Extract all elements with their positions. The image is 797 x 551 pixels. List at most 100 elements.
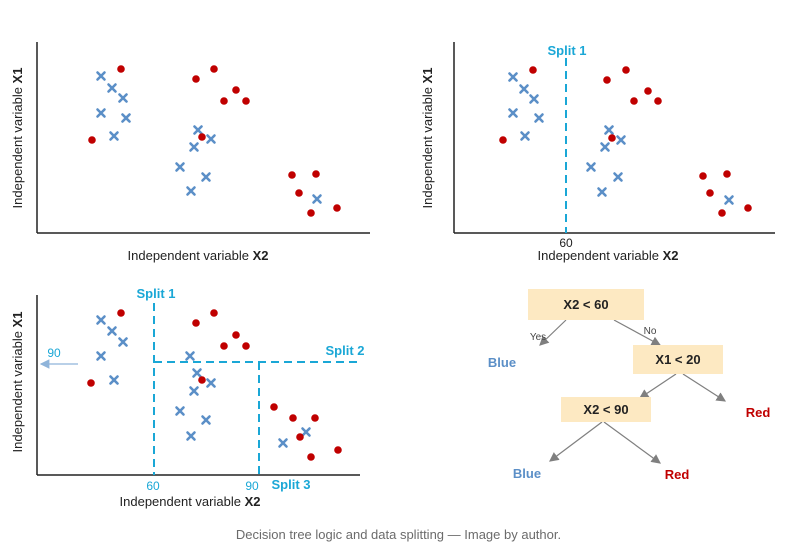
panel-2-y-label: Independent variable X1 (420, 68, 435, 209)
red-dot-point (242, 97, 250, 105)
panel-2-scatter: Independent variable X1 Independent vari… (420, 42, 775, 263)
decision-tree: X2 < 60 Yes No Blue X1 < 20 Red X2 < 90 … (488, 289, 770, 482)
panel-3-split-1-label: Split 1 (136, 286, 175, 301)
panel-2-x-label: Independent variable X2 (538, 248, 679, 263)
tree-node-root-label: X2 < 60 (563, 297, 608, 312)
red-dot-point (699, 172, 707, 180)
red-dot-point (311, 414, 319, 422)
tree-edge-x1-node3 (639, 373, 677, 399)
tree-edge-root-yes (539, 319, 567, 346)
red-dot-point (603, 76, 611, 84)
blue-cross-point (508, 72, 518, 82)
blue-cross-point (175, 162, 185, 172)
red-dot-point (608, 134, 616, 142)
red-dot-point (718, 209, 726, 217)
tree-leaf-blue-1: Blue (488, 355, 516, 370)
red-dot-point (210, 309, 218, 317)
blue-cross-point (534, 113, 544, 123)
panel-2-blue-points (508, 72, 734, 205)
tree-edge-node3-blue (549, 421, 603, 462)
blue-cross-point (613, 172, 623, 182)
tree-node-root (528, 289, 644, 320)
red-dot-point (499, 136, 507, 144)
red-dot-point (220, 97, 228, 105)
red-dot-point (88, 136, 96, 144)
blue-cross-point (312, 194, 322, 204)
blue-cross-point (121, 113, 131, 123)
blue-cross-point (186, 186, 196, 196)
red-dot-point (198, 376, 206, 384)
blue-cross-point (109, 375, 119, 385)
red-dot-point (242, 342, 250, 350)
red-dot-point (117, 309, 125, 317)
red-dot-point (307, 209, 315, 217)
tree-edge-root-no (613, 319, 662, 346)
blue-cross-point (118, 337, 128, 347)
blue-cross-point (597, 187, 607, 197)
panel-3-x-label: Independent variable X2 (120, 494, 261, 509)
blue-cross-point (301, 427, 311, 437)
red-dot-point (630, 97, 638, 105)
red-dot-point (654, 97, 662, 105)
blue-cross-point (189, 142, 199, 152)
panel-1-y-label: Independent variable X1 (10, 68, 25, 209)
blue-cross-point (189, 386, 199, 396)
red-dot-point (706, 189, 714, 197)
red-dot-point (232, 86, 240, 94)
blue-cross-point (96, 108, 106, 118)
blue-cross-point (586, 162, 596, 172)
blue-cross-point (96, 315, 106, 325)
panel-3-tick-90-x: 90 (245, 479, 259, 493)
blue-cross-point (192, 368, 202, 378)
red-dot-point (232, 331, 240, 339)
red-dot-point (87, 379, 95, 387)
panel-3-tick-90-y: 90 (47, 346, 61, 360)
blue-cross-point (201, 415, 211, 425)
red-dot-point (270, 403, 278, 411)
red-dot-point (220, 342, 228, 350)
tree-node-x2-90 (561, 397, 651, 422)
red-dot-point (198, 133, 206, 141)
blue-cross-point (107, 326, 117, 336)
blue-cross-point (96, 71, 106, 81)
panel-2-split-1-label: Split 1 (547, 43, 586, 58)
red-dot-point (295, 189, 303, 197)
blue-cross-point (206, 134, 216, 144)
red-dot-point (644, 87, 652, 95)
blue-cross-point (201, 172, 211, 182)
red-dot-point (296, 433, 304, 441)
tree-node-x1 (633, 345, 723, 374)
tree-leaf-blue-2: Blue (513, 466, 541, 481)
red-dot-point (723, 170, 731, 178)
red-dot-point (529, 66, 537, 74)
panel-3-tick-60: 60 (146, 479, 160, 493)
panel-3-blue-points (96, 315, 311, 448)
tree-edge-x1-red (682, 373, 727, 402)
tree-edge-node3-red (603, 421, 661, 464)
panel-3-red-points (87, 309, 342, 461)
panel-3-scatter: Independent variable X1 Independent vari… (10, 286, 365, 509)
red-dot-point (307, 453, 315, 461)
red-dot-point (312, 170, 320, 178)
blue-cross-point (724, 195, 734, 205)
blue-cross-point (118, 93, 128, 103)
blue-cross-point (520, 131, 530, 141)
red-dot-point (622, 66, 630, 74)
tree-no-label: No (644, 326, 657, 337)
red-dot-point (192, 75, 200, 83)
figure-caption: Decision tree logic and data splitting —… (235, 527, 562, 542)
blue-cross-point (529, 94, 539, 104)
panel-1-blue-points (96, 71, 322, 204)
tree-node-x1-label: X1 < 20 (655, 352, 700, 367)
tree-node-x2-90-label: X2 < 90 (583, 402, 628, 417)
blue-cross-point (616, 135, 626, 145)
panel-2-red-points (499, 66, 752, 217)
panel-3-split-2-label: Split 2 (325, 343, 364, 358)
panel-3-y-label: Independent variable X1 (10, 312, 25, 453)
panel-3-split-3-label: Split 3 (271, 477, 310, 492)
blue-cross-point (107, 83, 117, 93)
blue-cross-point (600, 142, 610, 152)
red-dot-point (289, 414, 297, 422)
blue-cross-point (206, 378, 216, 388)
